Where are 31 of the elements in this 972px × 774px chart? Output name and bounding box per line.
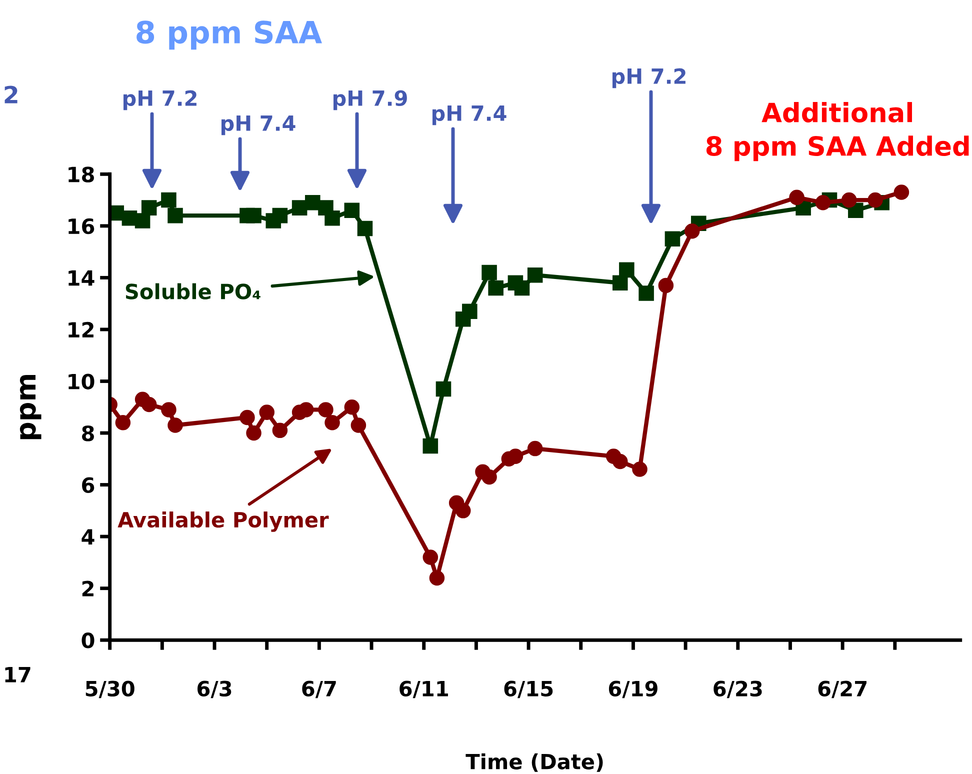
x-tick-label: 5/30 <box>86 680 134 698</box>
text: Additional 8 ppm SAA Added <box>706 102 969 162</box>
text: Available Polymer <box>118 512 329 532</box>
y-axis-title: ppm <box>20 374 42 440</box>
text: pH 7.4 <box>432 106 506 126</box>
y-tick-label: 18 <box>68 166 94 182</box>
text: pH 7.4 <box>222 116 296 136</box>
y-tick-label: 8 <box>82 425 94 442</box>
y-tick-label: 4 <box>82 529 94 544</box>
x-tick-label: 6/23 <box>714 680 762 698</box>
x-tick-label: 6/19 <box>608 680 658 698</box>
text: pH 7.2 <box>612 68 686 88</box>
text: 17 <box>5 667 30 682</box>
x-axis-title: Time (Date) <box>466 753 603 772</box>
y-tick-label: 10 <box>68 374 94 390</box>
x-tick-label: 6/7 <box>302 680 336 698</box>
x-tick-label: 6/3 <box>198 680 232 698</box>
y-tick-label: 6 <box>82 477 94 493</box>
x-tick-label: 6/11 <box>400 680 448 698</box>
chart-title: 8 ppm SAA <box>136 20 322 50</box>
y-tick-label: 12 <box>68 322 94 338</box>
y-tick-label: 0 <box>82 632 94 648</box>
y-tick-label: 2 <box>82 580 94 596</box>
y-tick-label: 16 <box>68 218 94 234</box>
text: pH 7.9 <box>334 90 407 110</box>
x-tick-label: 6/27 <box>818 680 866 698</box>
legend-label: Soluble PO₄ <box>126 283 260 300</box>
text: pH 7.2 <box>124 90 196 110</box>
x-tick-label: 6/15 <box>504 680 553 698</box>
y-tick-label: 14 <box>68 270 94 286</box>
text: 2 <box>4 86 18 104</box>
